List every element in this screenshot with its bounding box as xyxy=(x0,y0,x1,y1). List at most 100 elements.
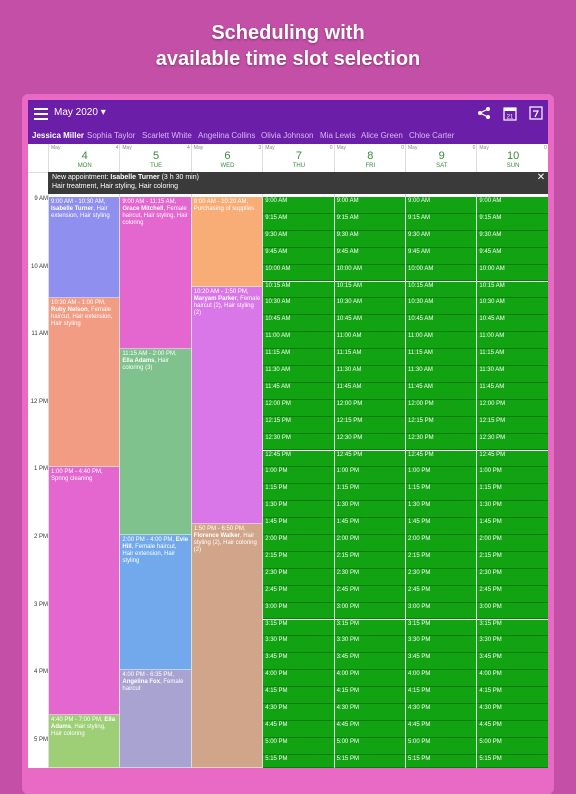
available-time-slot[interactable]: 2:45 PM xyxy=(406,585,477,603)
available-time-slot[interactable]: 1:15 PM xyxy=(406,484,477,502)
available-time-slot[interactable]: 12:00 PM xyxy=(477,399,548,417)
appointment-block[interactable]: 10:30 AM - 1:00 PM, Ruby Nelson, Female … xyxy=(49,298,120,468)
available-time-slot[interactable]: 10:15 AM xyxy=(406,281,477,299)
day-header-thu[interactable]: May 0 7 THU xyxy=(262,144,334,172)
day-header-tue[interactable]: May 4 5 TUE xyxy=(119,144,191,172)
available-time-slot[interactable]: 11:45 AM xyxy=(334,382,405,400)
available-time-slot[interactable]: 5:15 PM xyxy=(406,754,477,768)
available-time-slot[interactable]: 11:30 AM xyxy=(477,366,548,383)
staff-tab-jessica-miller[interactable]: Jessica Miller xyxy=(32,131,85,140)
available-time-slot[interactable]: 4:45 PM xyxy=(406,720,477,738)
available-time-slot[interactable]: 11:15 AM xyxy=(406,349,477,366)
available-time-slot[interactable]: 12:15 PM xyxy=(334,416,405,434)
available-time-slot[interactable]: 1:30 PM xyxy=(263,501,334,519)
available-time-slot[interactable]: 4:00 PM xyxy=(406,670,477,688)
available-time-slot[interactable]: 3:00 PM xyxy=(477,602,548,620)
available-time-slot[interactable]: 12:00 PM xyxy=(334,399,405,417)
available-time-slot[interactable]: 2:15 PM xyxy=(263,551,334,569)
available-time-slot[interactable]: 3:30 PM xyxy=(263,636,334,654)
available-time-slot[interactable]: 12:15 PM xyxy=(406,416,477,434)
available-time-slot[interactable]: 9:15 AM xyxy=(263,213,334,231)
available-time-slot[interactable]: 3:15 PM xyxy=(334,619,405,637)
share-icon[interactable] xyxy=(476,106,492,122)
hamburger-menu-icon[interactable] xyxy=(34,106,48,120)
available-time-slot[interactable]: 9:45 AM xyxy=(477,247,548,265)
available-time-slot[interactable]: 10:15 AM xyxy=(263,281,334,299)
available-time-slot[interactable]: 9:45 AM xyxy=(406,247,477,265)
appointment-block[interactable]: 11:15 AM - 2:00 PM, Ella Adams, Hair col… xyxy=(120,349,191,535)
available-time-slot[interactable]: 2:00 PM xyxy=(334,535,405,552)
available-time-slot[interactable]: 1:00 PM xyxy=(477,467,548,485)
available-time-slot[interactable]: 5:15 PM xyxy=(263,754,334,768)
available-time-slot[interactable]: 11:00 AM xyxy=(406,332,477,350)
available-time-slot[interactable]: 1:45 PM xyxy=(477,518,548,535)
available-time-slot[interactable]: 10:30 AM xyxy=(406,298,477,316)
available-time-slot[interactable]: 9:30 AM xyxy=(263,230,334,248)
available-time-slot[interactable]: 10:00 AM xyxy=(406,264,477,282)
available-time-slot[interactable]: 11:15 AM xyxy=(263,349,334,366)
month-selector[interactable]: May 2020 ▾ xyxy=(54,107,106,118)
available-time-slot[interactable]: 4:45 PM xyxy=(263,720,334,738)
available-time-slot[interactable]: 10:00 AM xyxy=(334,264,405,282)
staff-tab-scarlett-white[interactable]: Scarlett White xyxy=(142,131,192,140)
available-time-slot[interactable]: 9:00 AM xyxy=(263,197,334,214)
available-time-slot[interactable]: 4:30 PM xyxy=(263,704,334,721)
available-time-slot[interactable]: 3:00 PM xyxy=(334,602,405,620)
available-time-slot[interactable]: 1:15 PM xyxy=(334,484,405,502)
available-time-slot[interactable]: 4:00 PM xyxy=(477,670,548,688)
available-time-slot[interactable]: 12:30 PM xyxy=(263,433,334,451)
available-time-slot[interactable]: 3:45 PM xyxy=(477,653,548,671)
appointment-block[interactable]: 9:00 AM - 11:15 AM, Grace Mitchell, Fema… xyxy=(120,197,191,350)
available-time-slot[interactable]: 5:00 PM xyxy=(263,737,334,755)
available-time-slot[interactable]: 10:45 AM xyxy=(334,315,405,333)
available-time-slot[interactable]: 3:45 PM xyxy=(406,653,477,671)
available-time-slot[interactable]: 11:15 AM xyxy=(334,349,405,366)
available-time-slot[interactable]: 2:30 PM xyxy=(406,568,477,586)
available-time-slot[interactable]: 2:45 PM xyxy=(477,585,548,603)
available-time-slot[interactable]: 12:30 PM xyxy=(406,433,477,451)
staff-tab-sophia-taylor[interactable]: Sophia Taylor xyxy=(87,131,136,140)
available-time-slot[interactable]: 2:15 PM xyxy=(334,551,405,569)
available-time-slot[interactable]: 2:45 PM xyxy=(334,585,405,603)
day-header-wed[interactable]: May 3 6 WED xyxy=(190,144,263,172)
appointment-block[interactable]: 1:00 PM - 4:40 PM, Spring cleaning xyxy=(49,467,120,716)
available-time-slot[interactable]: 4:15 PM xyxy=(263,687,334,704)
appointment-block[interactable]: 4:00 PM - 6:35 PM, Angelina Fox, Female … xyxy=(120,670,191,768)
available-time-slot[interactable]: 9:00 AM xyxy=(406,197,477,214)
available-time-slot[interactable]: 1:30 PM xyxy=(477,501,548,519)
available-time-slot[interactable]: 10:15 AM xyxy=(477,281,548,299)
available-time-slot[interactable]: 2:00 PM xyxy=(477,535,548,552)
available-time-slot[interactable]: 3:45 PM xyxy=(334,653,405,671)
staff-tab-angelina-collins[interactable]: Angelina Collins xyxy=(198,131,256,140)
available-time-slot[interactable]: 10:00 AM xyxy=(477,264,548,282)
available-time-slot[interactable]: 9:30 AM xyxy=(406,230,477,248)
available-time-slot[interactable]: 5:15 PM xyxy=(477,754,548,768)
available-time-slot[interactable]: 9:00 AM xyxy=(477,197,548,214)
available-time-slot[interactable]: 1:45 PM xyxy=(334,518,405,535)
available-time-slot[interactable]: 10:30 AM xyxy=(263,298,334,316)
available-time-slot[interactable]: 1:00 PM xyxy=(334,467,405,485)
available-time-slot[interactable]: 9:00 AM xyxy=(334,197,405,214)
close-icon[interactable]: ✕ xyxy=(536,172,546,183)
available-time-slot[interactable]: 3:15 PM xyxy=(263,619,334,637)
appointment-block[interactable]: 10:20 AM - 1:50 PM, Maryam Parker, Femal… xyxy=(191,287,263,524)
available-time-slot[interactable]: 12:45 PM xyxy=(477,450,548,468)
available-time-slot[interactable]: 4:00 PM xyxy=(263,670,334,688)
available-time-slot[interactable]: 3:00 PM xyxy=(406,602,477,620)
available-time-slot[interactable]: 3:30 PM xyxy=(477,636,548,654)
available-time-slot[interactable]: 10:30 AM xyxy=(477,298,548,316)
appointment-block[interactable]: 4:40 PM - 7:00 PM, Ella Adams, Hair styl… xyxy=(49,715,120,768)
available-time-slot[interactable]: 11:30 AM xyxy=(263,366,334,383)
appointment-block[interactable]: 2:00 PM - 4:00 PM, Evie Hill, Female hai… xyxy=(120,535,191,671)
staff-tab-mia-lewis[interactable]: Mia Lewis xyxy=(320,131,356,140)
available-time-slot[interactable]: 11:00 AM xyxy=(263,332,334,350)
available-time-slot[interactable]: 3:00 PM xyxy=(263,602,334,620)
available-time-slot[interactable]: 1:45 PM xyxy=(406,518,477,535)
available-time-slot[interactable]: 4:15 PM xyxy=(406,687,477,704)
available-time-slot[interactable]: 9:45 AM xyxy=(334,247,405,265)
day-header-mon[interactable]: May 4 4 MON xyxy=(48,144,120,172)
available-time-slot[interactable]: 5:00 PM xyxy=(406,737,477,755)
available-time-slot[interactable]: 2:00 PM xyxy=(263,535,334,552)
available-time-slot[interactable]: 12:45 PM xyxy=(334,450,405,468)
available-time-slot[interactable]: 11:45 AM xyxy=(406,382,477,400)
